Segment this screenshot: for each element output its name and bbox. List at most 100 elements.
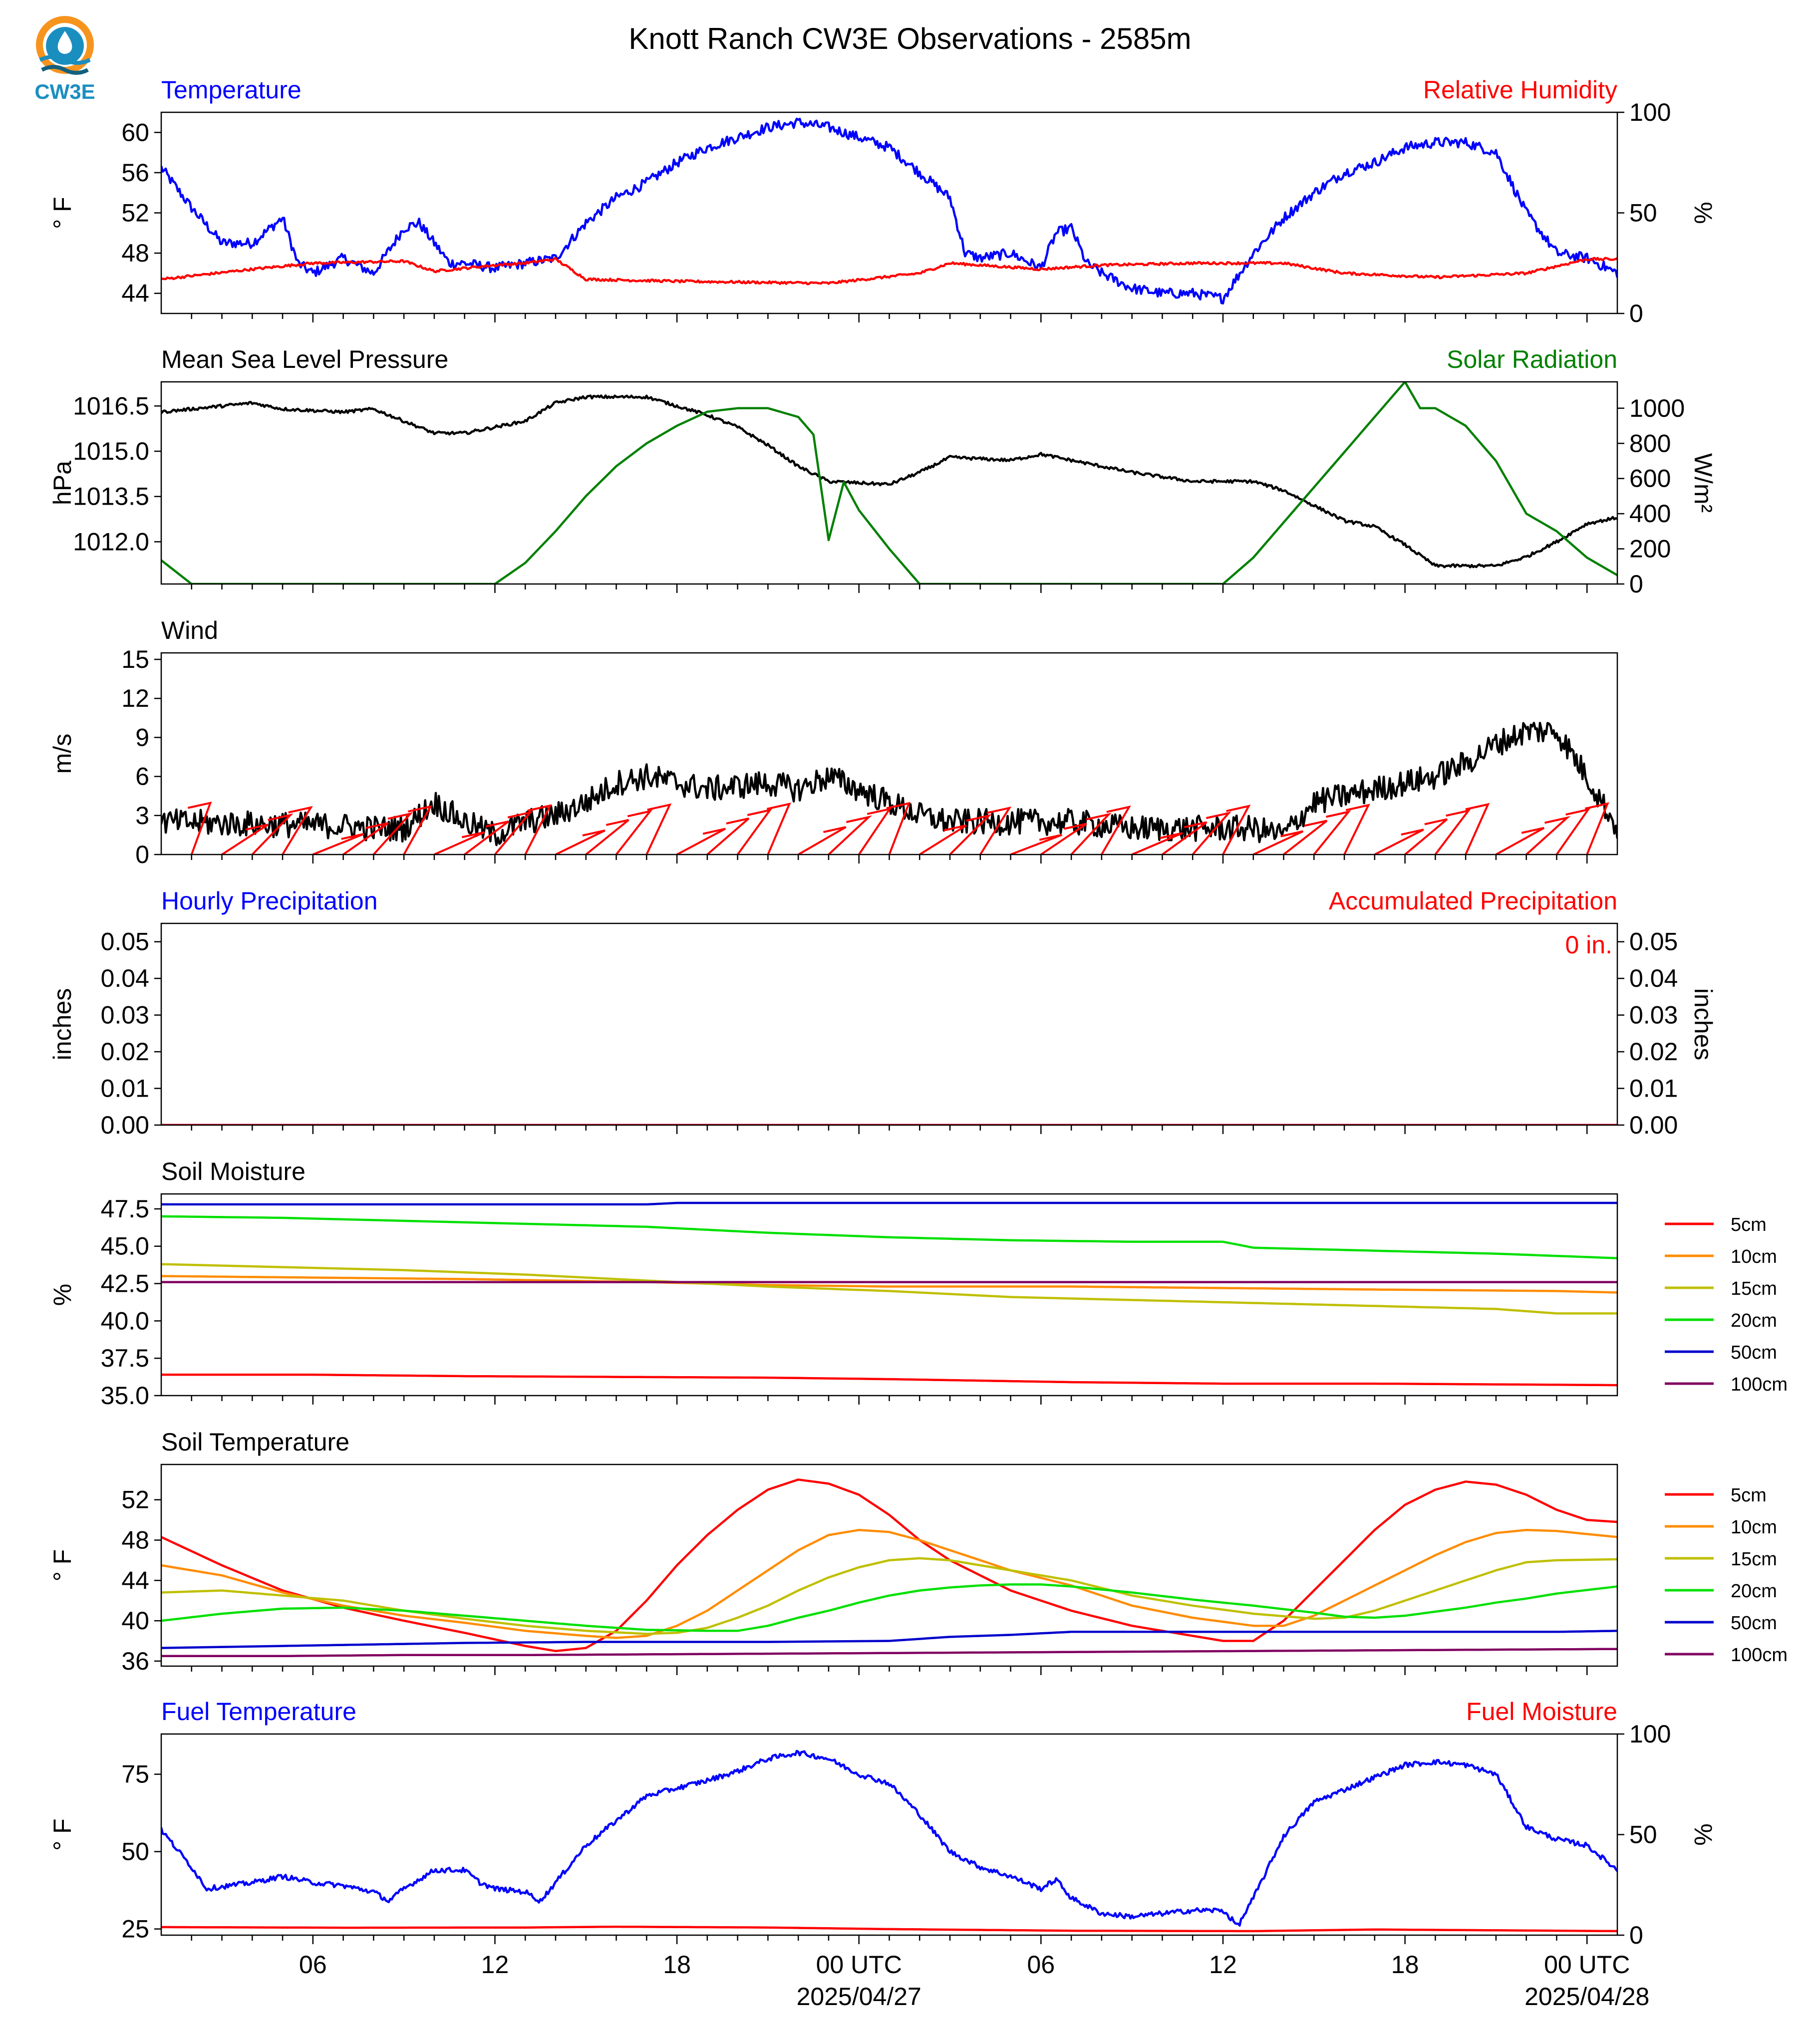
series-line-left-0 bbox=[161, 722, 1617, 847]
y2-tick-label: 50 bbox=[1629, 199, 1657, 227]
series-line-right-1 bbox=[161, 257, 1617, 286]
legend-label: 15cm bbox=[1731, 1549, 1777, 1570]
legend: 5cm 10cm 15cm 20cm 50cm 100cm bbox=[1665, 1214, 1788, 1395]
series-line-left-0 bbox=[161, 394, 1617, 569]
series-line-10cm bbox=[161, 1275, 1617, 1294]
wind-barb bbox=[282, 806, 313, 855]
wind-barbs bbox=[187, 801, 1609, 855]
panel-precipitation: Hourly Precipitation Accumulated Precipit… bbox=[48, 887, 1717, 1139]
wind-barb bbox=[1131, 832, 1183, 855]
panel-title-left: Wind bbox=[161, 616, 218, 644]
wind-barb bbox=[615, 810, 653, 855]
y-axis-label: % bbox=[48, 1284, 76, 1306]
series-group bbox=[161, 1478, 1617, 1658]
wind-barb bbox=[1040, 823, 1087, 855]
series-line-10cm bbox=[161, 1529, 1617, 1639]
series-group bbox=[161, 117, 1617, 305]
y2-tick-label: 400 bbox=[1629, 500, 1671, 528]
y-axis-label: ° F bbox=[48, 197, 76, 229]
legend: 5cm 10cm 15cm 20cm 50cm 100cm bbox=[1665, 1485, 1788, 1666]
y-tick-label: 40.0 bbox=[101, 1307, 149, 1335]
wind-barb bbox=[1070, 813, 1112, 855]
series-line-left-0 bbox=[161, 1749, 1617, 1927]
x-tick-label: 06 bbox=[1027, 1951, 1055, 1979]
y2-tick-label: 0 bbox=[1629, 299, 1643, 327]
y2-axis-label: % bbox=[1689, 202, 1717, 224]
y-tick-label: 50 bbox=[121, 1838, 149, 1866]
wind-barb bbox=[494, 811, 533, 855]
cw3e-logo: CW3E bbox=[34, 16, 95, 103]
x-tick-label: 00 UTC bbox=[1544, 1951, 1630, 1979]
legend-label: 5cm bbox=[1731, 1485, 1767, 1506]
series-group bbox=[161, 722, 1617, 847]
wind-barb bbox=[858, 807, 892, 855]
wind-barb bbox=[766, 802, 791, 855]
y-tick-label: 42.5 bbox=[101, 1270, 149, 1298]
wind-barb bbox=[1495, 827, 1545, 855]
y2-axis-label: % bbox=[1689, 1823, 1717, 1845]
wind-barb bbox=[342, 822, 389, 855]
y-tick-label: 44 bbox=[121, 280, 149, 307]
y-tick-label: 0.01 bbox=[101, 1075, 149, 1103]
y2-tick-label: 0.02 bbox=[1629, 1038, 1678, 1066]
y2-tick-label: 100 bbox=[1629, 1720, 1671, 1748]
series-line-50cm bbox=[161, 1201, 1617, 1206]
wind-barb bbox=[1222, 805, 1251, 855]
y-tick-label: 1012.0 bbox=[73, 528, 149, 556]
y-tick-label: 47.5 bbox=[101, 1195, 149, 1223]
y-tick-label: 52 bbox=[121, 1486, 149, 1514]
wind-barb bbox=[737, 808, 773, 855]
wind-barb bbox=[1555, 808, 1591, 855]
panel-temperature: Temperature Relative Humidity 44 48 52 56 60 0 5… bbox=[48, 76, 1717, 327]
y-tick-label: 0.00 bbox=[101, 1111, 149, 1139]
panel-title-left: Hourly Precipitation bbox=[161, 887, 378, 915]
wind-barb bbox=[645, 803, 672, 855]
wind-barb bbox=[1525, 816, 1571, 855]
wind-barb bbox=[555, 829, 606, 855]
y-tick-label: 6 bbox=[135, 763, 149, 791]
wind-barb bbox=[1404, 818, 1448, 855]
y-tick-label: 9 bbox=[135, 723, 149, 751]
series-line-5cm bbox=[161, 1373, 1617, 1387]
panel-pressure: Mean Sea Level Pressure Solar Radiation 10… bbox=[48, 345, 1717, 598]
wind-barb bbox=[524, 804, 552, 855]
wind-barb bbox=[403, 805, 433, 855]
y2-tick-label: 50 bbox=[1629, 1821, 1657, 1849]
legend-label: 20cm bbox=[1731, 1310, 1777, 1331]
panel-title-left: Fuel Temperature bbox=[161, 1698, 356, 1726]
wind-barb bbox=[1283, 820, 1328, 855]
x-tick-label: 12 bbox=[1209, 1951, 1237, 1979]
accumulated-annotation: 0 in. bbox=[1565, 931, 1612, 959]
wind-barb bbox=[1162, 821, 1208, 855]
wind-barb bbox=[949, 814, 992, 855]
y-axis-label: ° F bbox=[48, 1549, 76, 1581]
y-tick-label: 75 bbox=[121, 1760, 149, 1788]
x-date-label: 2025/04/27 bbox=[797, 1983, 921, 2011]
panel-title-left: Mean Sea Level Pressure bbox=[161, 345, 448, 373]
y-axis-label: m/s bbox=[48, 734, 76, 774]
wind-barb bbox=[706, 817, 750, 855]
y-axis-label: hPa bbox=[48, 461, 76, 505]
x-tick-label: 00 UTC bbox=[816, 1951, 902, 1979]
panel-title-left: Soil Moisture bbox=[161, 1158, 305, 1185]
y-tick-label: 48 bbox=[121, 239, 149, 267]
y2-axis-label: inches bbox=[1689, 988, 1717, 1061]
y-tick-label: 0.05 bbox=[101, 928, 149, 956]
legend-label: 5cm bbox=[1731, 1214, 1767, 1235]
y2-axis-label: W/m² bbox=[1689, 453, 1717, 513]
wind-barb bbox=[828, 815, 873, 855]
wind-barb bbox=[251, 813, 294, 855]
panel-title-right: Relative Humidity bbox=[1423, 76, 1617, 104]
series-line-left-0 bbox=[161, 117, 1617, 305]
y-axis-label: ° F bbox=[48, 1818, 76, 1850]
wind-barb bbox=[1374, 829, 1424, 855]
y-tick-label: 35.0 bbox=[101, 1382, 149, 1410]
legend-label: 15cm bbox=[1731, 1278, 1777, 1299]
wind-barb bbox=[372, 812, 413, 855]
legend-label: 100cm bbox=[1731, 1645, 1788, 1666]
wind-barb bbox=[1434, 809, 1471, 855]
panel-title-right: Fuel Moisture bbox=[1466, 1698, 1617, 1726]
y-axis-label: inches bbox=[48, 988, 76, 1061]
legend-label: 50cm bbox=[1731, 1613, 1777, 1634]
y2-tick-label: 0.00 bbox=[1629, 1111, 1678, 1139]
